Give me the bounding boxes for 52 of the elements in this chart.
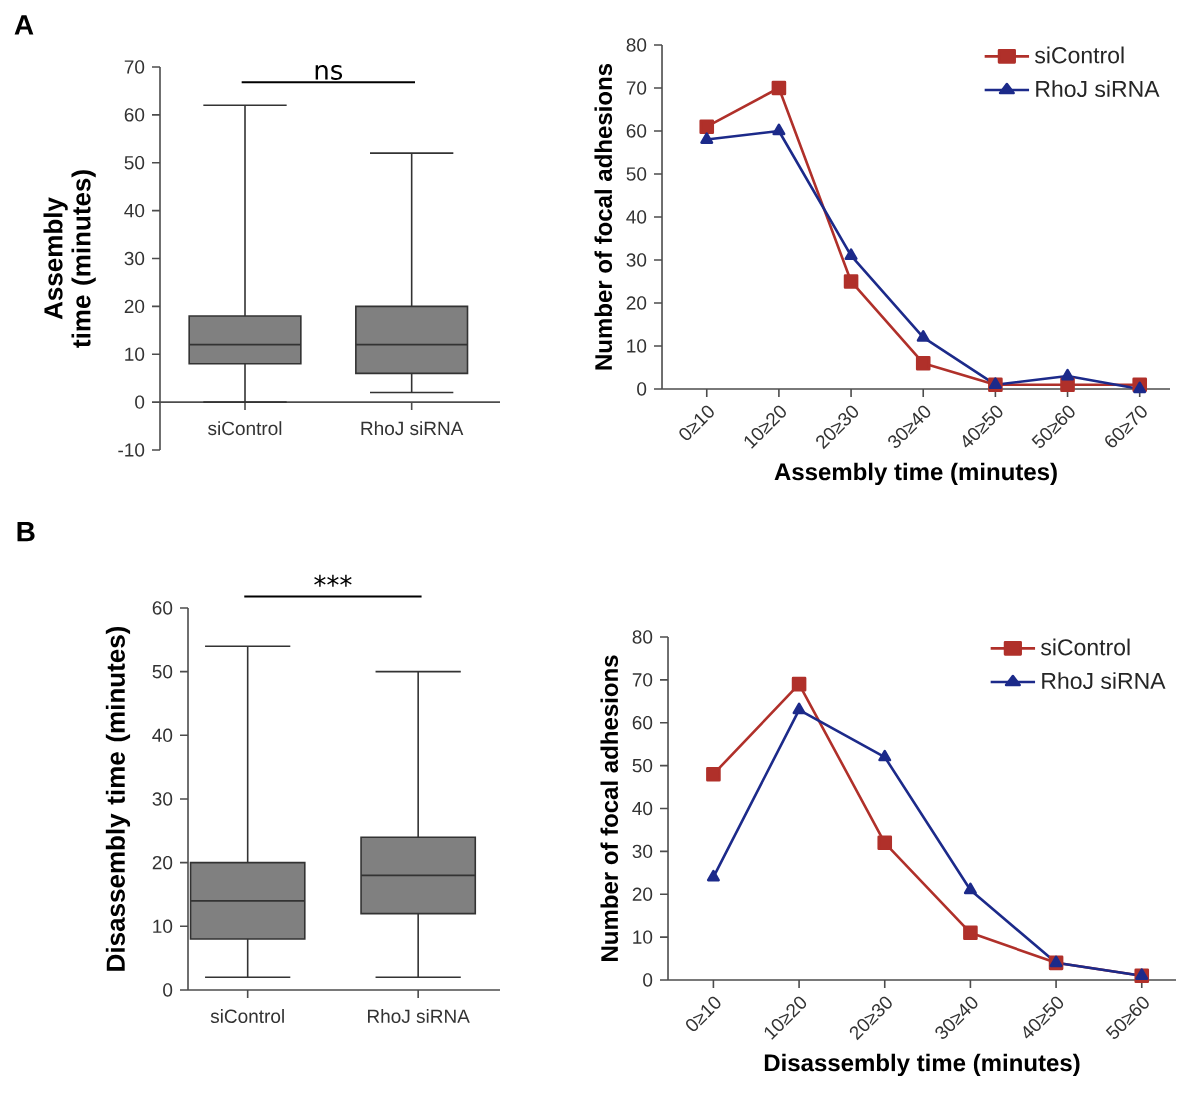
y-tick-label: 50 xyxy=(124,156,145,170)
y-tick-label: 70 xyxy=(124,60,145,74)
x-tick-label: RhoJ siRNA xyxy=(361,421,464,436)
y-axis-title: Number of focal adhesions xyxy=(600,655,619,961)
y-tick-label: 60 xyxy=(626,124,647,138)
y-tick-label: 20 xyxy=(124,299,145,314)
y-tick-label: 30 xyxy=(632,844,653,859)
y-tick-label: 10 xyxy=(627,339,647,353)
y-tick-label: 40 xyxy=(626,210,647,224)
y-tick-label: 10 xyxy=(153,919,173,934)
y-tick-label: 20 xyxy=(152,855,173,870)
y-tick-label: 40 xyxy=(152,728,173,743)
x-tick-label: RhoJ siRNA xyxy=(368,1009,470,1024)
y-tick-label: 0 xyxy=(135,395,145,409)
y-axis-title: Assembly time (minutes) xyxy=(43,170,96,348)
y-axis-title: Disassembly time (minutes) xyxy=(105,626,131,971)
y-tick-label: 0 xyxy=(163,983,173,997)
y-tick-label: 40 xyxy=(124,203,145,218)
y-axis-title: Number of focal adhesions xyxy=(594,63,613,370)
y-tick-label: 80 xyxy=(632,630,653,644)
y-tick-label: 70 xyxy=(626,81,647,95)
y-tick-label: 50 xyxy=(632,758,653,773)
y-tick-label: 40 xyxy=(632,801,653,816)
x-tick-label: siControl xyxy=(210,1009,284,1024)
text: A xyxy=(14,15,34,35)
y-tick-label: 0 xyxy=(637,382,647,396)
text: *** xyxy=(314,574,352,587)
text: B xyxy=(17,521,35,542)
x-axis-title: Disassembly time (minutes) xyxy=(764,1053,1080,1077)
legend-label: RhoJ siRNA xyxy=(1042,672,1166,690)
y-tick-label: 20 xyxy=(626,296,647,310)
y-tick-label: 60 xyxy=(152,601,173,615)
x-tick-label: siControl xyxy=(208,421,282,436)
y-tick-label: 30 xyxy=(152,792,173,806)
y-tick-label: 10 xyxy=(633,930,653,944)
y-tick-label: 50 xyxy=(626,167,647,181)
x-axis-title: Assembly time (minutes) xyxy=(774,462,1057,486)
y-tick-label: 50 xyxy=(152,664,173,679)
annotation: ns xyxy=(315,64,343,80)
y-tick-label: 70 xyxy=(632,673,653,687)
y-tick-label: 30 xyxy=(124,251,145,266)
y-tick-label: 0 xyxy=(643,973,653,987)
y-tick-label: 20 xyxy=(632,887,653,901)
legend-label: siControl xyxy=(1034,46,1124,64)
y-tick-label: 60 xyxy=(632,716,653,730)
y-tick-label: 10 xyxy=(125,347,145,361)
y-tick-label: -10 xyxy=(118,443,145,457)
y-tick-label: 80 xyxy=(626,38,647,52)
y-tick-label: 30 xyxy=(626,253,647,267)
legend-label: siControl xyxy=(1040,638,1130,656)
legend-label: RhoJ siRNA xyxy=(1036,80,1160,98)
y-tick-label: 60 xyxy=(124,108,145,122)
